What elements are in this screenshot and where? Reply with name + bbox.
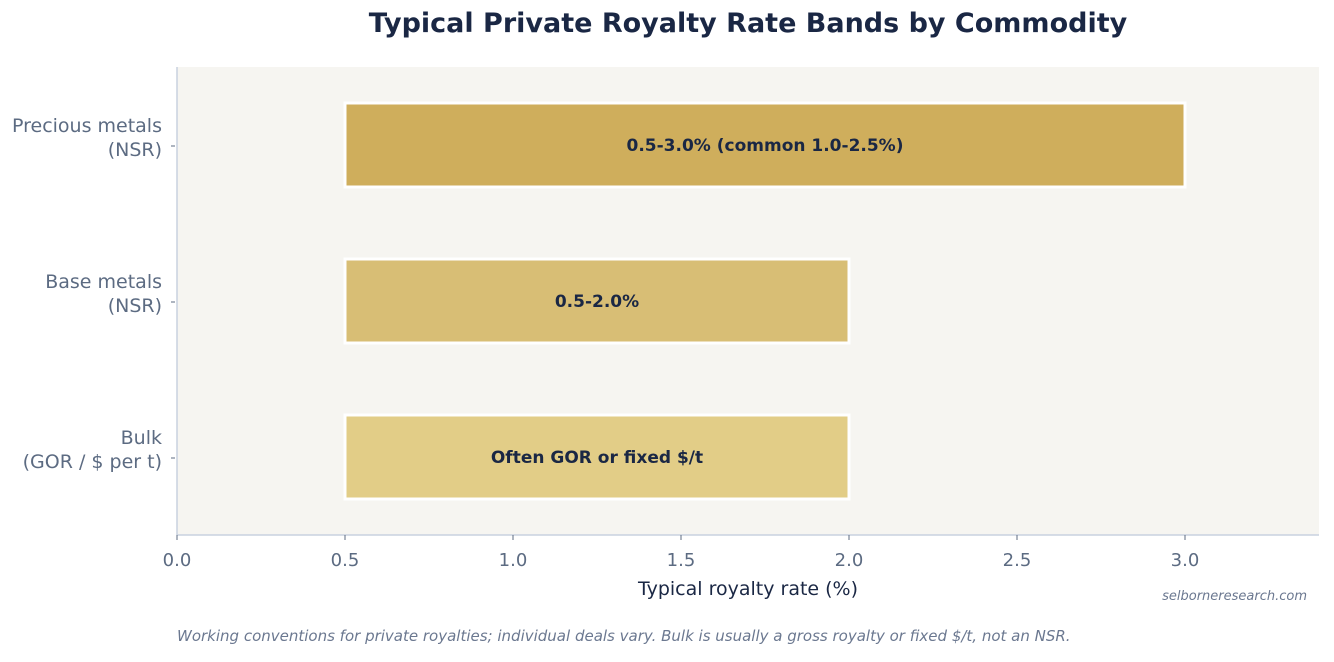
y-tick-label: (NSR): [108, 295, 162, 317]
bar-label: 0.5-2.0%: [555, 292, 639, 312]
x-tick-label: 2.5: [1003, 550, 1032, 571]
y-tick-label: Precious metals: [12, 115, 162, 137]
y-tick-label: (GOR / $ per t): [23, 451, 162, 473]
x-tick-label: 1.5: [667, 550, 696, 571]
x-axis: 0.0 0.5 1.0 1.5 2.0 2.5 3.0: [163, 534, 1319, 571]
footnote: Working conventions for private royaltie…: [177, 627, 1071, 645]
bars-layer: 0.5-3.0% (common 1.0-2.5%) 0.5-2.0% Often …: [343, 101, 1187, 501]
bar-label: 0.5-3.0% (common 1.0-2.5%): [627, 136, 904, 156]
bar: [343, 413, 851, 501]
chart-title: Typical Private Royalty Rate Bands by Co…: [368, 8, 1128, 39]
bar: [343, 101, 1187, 189]
bar: [343, 257, 851, 345]
y-tick-label: Base metals: [45, 271, 162, 293]
x-tick-label: 3.0: [1171, 550, 1200, 571]
y-tick-label: Bulk: [121, 427, 162, 449]
x-tick-label: 1.0: [499, 550, 528, 571]
y-axis: Precious metals(NSR)Base metals(NSR)Bulk…: [12, 67, 178, 535]
source-credit: selborneresearch.com: [1162, 589, 1307, 604]
x-tick-label: 0.5: [331, 550, 360, 571]
bar-label: Often GOR or fixed $/t: [491, 448, 703, 468]
x-tick-label: 0.0: [163, 550, 192, 571]
x-tick-label: 2.0: [835, 550, 864, 571]
x-axis-label: Typical royalty rate (%): [637, 578, 858, 600]
y-tick-label: (NSR): [108, 139, 162, 161]
